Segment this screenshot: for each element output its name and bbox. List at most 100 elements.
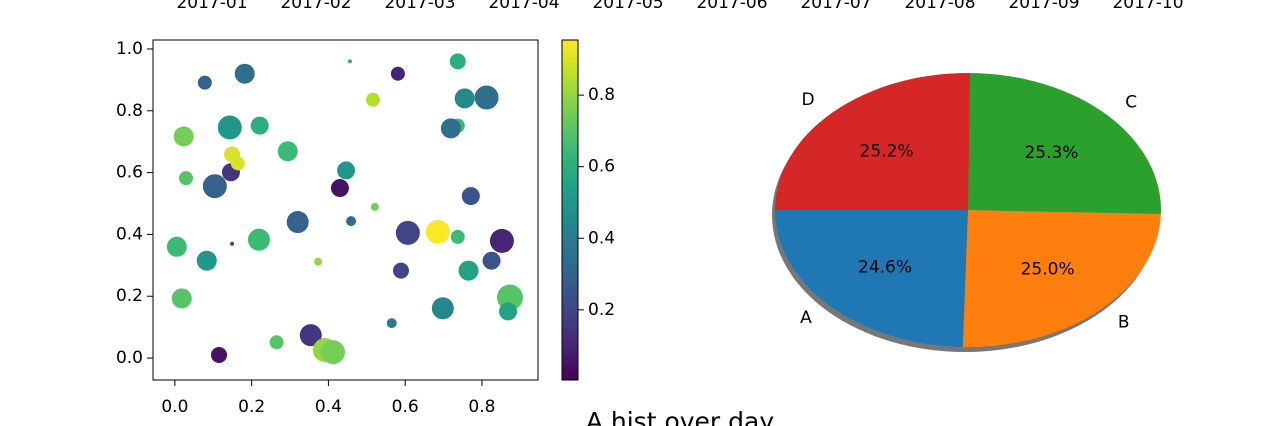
colorbar-tick-label: 0.8 — [588, 85, 615, 105]
scatter-point — [247, 228, 270, 251]
colorbar-segment — [562, 187, 578, 194]
scatter-point — [250, 116, 269, 135]
colorbar-segment — [562, 368, 578, 375]
colorbar-segment — [562, 266, 578, 273]
pie-label: B — [1118, 312, 1130, 332]
scatter-point — [230, 156, 245, 171]
scatter-point — [166, 236, 187, 257]
colorbar-segment — [562, 334, 578, 341]
colorbar-segment — [562, 113, 578, 120]
colorbar-segment — [562, 40, 578, 47]
colorbar-segment — [562, 51, 578, 58]
scatter-point — [314, 257, 323, 266]
pie-pct-label: 25.3% — [1024, 143, 1078, 163]
scatter-point — [449, 53, 466, 70]
colorbar-segment — [562, 221, 578, 228]
pie-wedge — [962, 210, 1161, 347]
x-tick-label: 2017-05 — [592, 0, 663, 13]
scatter-point — [217, 115, 242, 140]
scatter-point — [230, 241, 235, 246]
scatter-point — [211, 346, 228, 363]
colorbar-segment — [562, 204, 578, 211]
scatter-point — [392, 262, 409, 279]
scatter-point — [269, 335, 284, 350]
colorbar-segment — [562, 159, 578, 166]
y-tick-label: 1.0 — [116, 39, 143, 59]
scatter-point — [454, 88, 475, 109]
colorbar-tick-label: 0.2 — [588, 300, 615, 320]
colorbar-segment — [562, 227, 578, 234]
pie-wedge — [968, 73, 1161, 214]
colorbar-segment — [562, 79, 578, 86]
colorbar-segment — [562, 181, 578, 188]
scatter-point — [474, 85, 499, 110]
scatter-point — [370, 202, 379, 211]
scatter-point — [386, 318, 397, 329]
scatter-point — [234, 63, 255, 84]
y-tick-label: 0.2 — [116, 286, 143, 306]
x-tick-label: 0.0 — [161, 397, 188, 417]
x-tick-label: 0.6 — [392, 397, 419, 417]
colorbar-segment — [562, 363, 578, 370]
colorbar-segment — [562, 142, 578, 149]
colorbar-segment — [562, 125, 578, 132]
y-tick-label: 0.0 — [116, 348, 143, 368]
scatter-point — [171, 288, 192, 309]
pie-pct-label: 25.2% — [860, 142, 914, 162]
colorbar-segment — [562, 323, 578, 330]
scatter-point — [461, 187, 480, 206]
colorbar-segment — [562, 300, 578, 307]
scatter-point — [458, 260, 479, 281]
colorbar-segment — [562, 346, 578, 353]
scatter-point — [395, 220, 420, 245]
colorbar-segment — [562, 210, 578, 217]
scatter-point — [346, 216, 357, 227]
colorbar-segment — [562, 278, 578, 285]
scatter-point — [330, 179, 349, 198]
scatter-point — [337, 161, 356, 180]
scatter-point — [196, 250, 217, 271]
pie-wedge — [775, 72, 971, 210]
scatter-point — [286, 211, 309, 234]
scatter-point — [197, 75, 212, 90]
colorbar-segment — [562, 68, 578, 75]
colorbar-tick-label: 0.4 — [588, 228, 615, 248]
colorbar-segment — [562, 272, 578, 279]
colorbar-segment — [562, 164, 578, 171]
colorbar-segment — [562, 91, 578, 98]
x-tick-label: 2017-02 — [280, 0, 351, 13]
colorbar-segment — [562, 340, 578, 347]
colorbar-segment — [562, 255, 578, 262]
colorbar-segment — [562, 351, 578, 358]
colorbar-segment — [562, 238, 578, 245]
x-tick-label: 2017-07 — [800, 0, 871, 13]
scatter-point — [390, 66, 405, 81]
scatter-point — [425, 219, 450, 244]
pie-wedge — [775, 210, 968, 347]
y-tick-label: 0.8 — [116, 101, 143, 121]
x-tick-label: 0.4 — [315, 397, 342, 417]
axes-frame — [152, 39, 539, 381]
scatter-point — [482, 251, 501, 270]
colorbar-segment — [562, 176, 578, 183]
colorbar-segment — [562, 74, 578, 81]
x-tick-label: 2017-09 — [1008, 0, 1079, 13]
scatter-point — [277, 141, 298, 162]
colorbar-segment — [562, 96, 578, 103]
colorbar-segment — [562, 329, 578, 336]
pie-pct-label: 24.6% — [858, 257, 912, 277]
scatter-point — [179, 171, 194, 186]
scatter-point — [450, 229, 465, 244]
colorbar-segment — [562, 130, 578, 137]
scatter-point — [202, 174, 227, 199]
colorbar-segment — [562, 249, 578, 256]
scatter-point — [299, 324, 322, 347]
scatter-point — [347, 59, 352, 64]
colorbar-segment — [562, 193, 578, 200]
y-tick-label: 0.4 — [116, 224, 143, 244]
colorbar-segment — [562, 170, 578, 177]
x-tick-label: 2017-01 — [176, 0, 247, 13]
colorbar-segment — [562, 244, 578, 251]
colorbar-segment — [562, 108, 578, 115]
